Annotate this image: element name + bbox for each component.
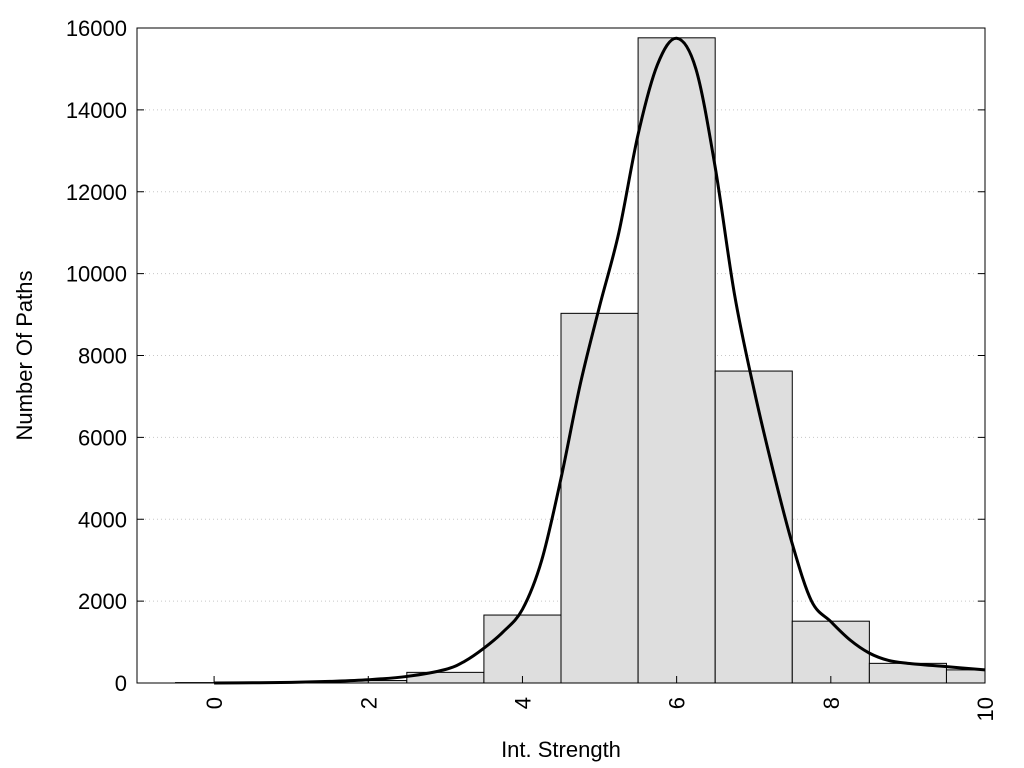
fit-curve (214, 36, 986, 685)
y-tick-label: 6000 (78, 425, 127, 450)
histogram-bar (714, 370, 793, 684)
x-tick-label: 6 (665, 697, 690, 709)
bars (175, 37, 986, 684)
histogram-bar (637, 37, 716, 684)
x-tick-label: 10 (973, 697, 998, 721)
y-tick-label: 14000 (66, 98, 127, 123)
histogram-bar (945, 669, 986, 684)
x-tick-label: 0 (202, 697, 227, 709)
histogram-bar (483, 614, 562, 684)
y-tick-label: 0 (115, 671, 127, 696)
x-tick-label: 2 (356, 697, 381, 709)
x-tick-label: 8 (819, 697, 844, 709)
x-axis-label: Int. Strength (501, 737, 621, 762)
y-tick-label: 16000 (66, 16, 127, 41)
y-axis-label: Number Of Paths (12, 271, 37, 441)
histogram-bar (791, 620, 870, 684)
fit-curve-layer (214, 36, 986, 685)
x-tick-label: 4 (510, 697, 535, 709)
y-tick-label: 12000 (66, 180, 127, 205)
axis-ticks: 0 2000 4000 6000 8000 10000 12000 14000 16000 0 2 4… (66, 16, 998, 721)
histogram-bar (560, 312, 639, 684)
y-tick-label: 4000 (78, 507, 127, 532)
y-tick-label: 10000 (66, 262, 127, 287)
y-tick-label: 2000 (78, 589, 127, 614)
y-tick-label: 8000 (78, 344, 127, 369)
